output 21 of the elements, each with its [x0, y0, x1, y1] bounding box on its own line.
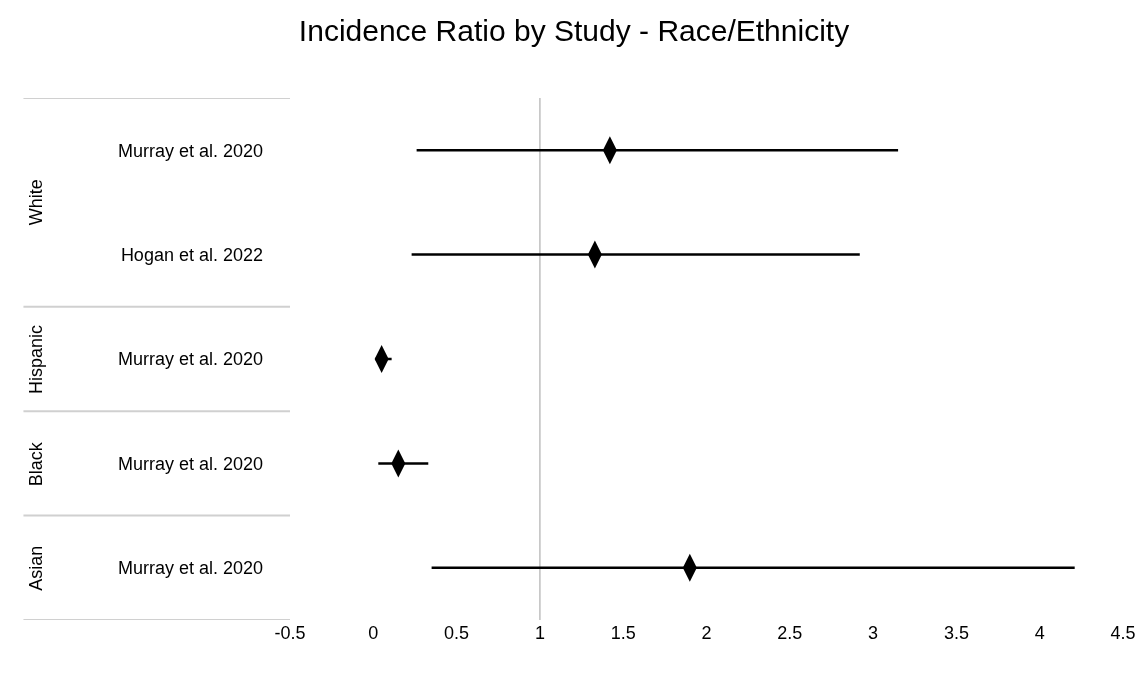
text: Asian: [26, 545, 47, 591]
y-tick-label: Murray et al. 2020: [117, 558, 263, 579]
x-tick-label: 0.5: [444, 623, 470, 643]
x-tick-label: 0: [368, 623, 379, 643]
y-tick-label: Murray et al. 2020: [117, 349, 263, 370]
x-tick-label: 4.5: [1110, 623, 1136, 643]
y-tick-label: Murray et al. 2020: [117, 140, 263, 161]
text: White: [25, 179, 46, 226]
x-tick-label: 2: [701, 623, 712, 643]
x-tick-label: 3: [868, 623, 879, 643]
x-tick-label: 4: [1034, 623, 1045, 643]
y-tick-label: Murray et al. 2020: [117, 453, 263, 474]
x-tick-label: 1: [534, 623, 545, 643]
text: Black: [25, 441, 46, 487]
x-tick-label: 3.5: [943, 623, 969, 643]
chart-title: Incidence Ratio by Study - Race/Ethnicity: [298, 13, 850, 47]
x-tick-label: 1.5: [610, 623, 636, 643]
x-tick-label: 2.5: [777, 623, 803, 643]
y-tick-label: Hogan et al. 2022: [120, 244, 263, 265]
text: Hispanic: [25, 324, 46, 394]
x-tick-label: -0.5: [274, 623, 306, 643]
